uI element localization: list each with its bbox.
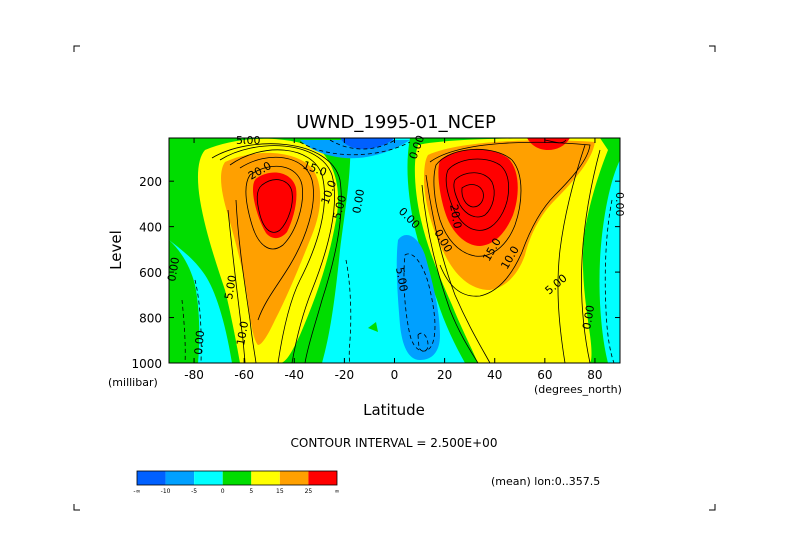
contour-label: 0.00	[613, 192, 626, 217]
x-tick-label: 60	[537, 368, 552, 382]
contour-label: 0.00	[192, 330, 207, 356]
x-tick-label: -80	[184, 368, 204, 382]
y-tick-label: 600	[139, 266, 162, 280]
contour-label: 5.00	[222, 274, 239, 300]
x-tick-label: 40	[487, 368, 502, 382]
contour-label: 20.0	[447, 203, 464, 229]
negative-contours	[181, 139, 615, 363]
legend-label: 15	[276, 488, 284, 495]
north-polar-cyan	[599, 160, 620, 363]
y-axis: 200 400 600 800 1000	[131, 175, 620, 371]
contour-label: 0.00	[580, 304, 597, 330]
x-tick-label: 0	[391, 368, 399, 382]
crop-marks	[73, 45, 716, 511]
contour-label: 5.00	[236, 134, 261, 147]
legend-label: 0	[221, 488, 225, 495]
x-units: (degrees_north)	[534, 383, 622, 396]
legend-label: 25	[305, 488, 313, 495]
legend-label: ∞	[335, 488, 340, 495]
y-units: (millibar)	[108, 376, 158, 389]
region-info: (mean) lon:0..357.5	[491, 475, 600, 488]
contour-field	[169, 138, 620, 363]
legend-swatch	[222, 471, 252, 485]
x-tick-label: -60	[234, 368, 254, 382]
color-legend: -∞ -10 -5 0 5 15 25 ∞	[133, 470, 340, 495]
x-axis-label: Latitude	[363, 401, 425, 419]
nh-red-core	[438, 149, 518, 246]
x-tick-label: 80	[587, 368, 602, 382]
nh-strat-core	[527, 138, 570, 150]
tropical-easterly-blue	[396, 235, 440, 360]
legend-label: -10	[161, 488, 171, 495]
contour-interval: CONTOUR INTERVAL = 2.500E+00	[291, 436, 498, 450]
x-axis: -80 -60 -40 -20 0 20 40 60 80	[184, 138, 603, 382]
contour-label: 10.0	[234, 320, 251, 346]
y-tick-label: 800	[139, 312, 162, 326]
y-axis-label: Level	[107, 230, 125, 270]
legend-swatch	[137, 471, 166, 485]
contour-label: 5.00	[330, 194, 349, 221]
contour-label: 0.00	[350, 188, 367, 214]
legend-swatch	[194, 471, 223, 485]
small-green-patch	[368, 322, 378, 332]
y-tick-label: 400	[139, 221, 162, 235]
legend-swatch	[165, 471, 195, 485]
contour-lines	[211, 139, 601, 363]
chart-title: UWND_1995-01_NCEP	[296, 112, 496, 133]
south-polar-green	[169, 240, 200, 363]
contour-label: 5.00	[393, 266, 410, 292]
x-tick-label: -40	[284, 368, 304, 382]
y-tick-label: 1000	[131, 357, 162, 371]
legend-label: -5	[191, 488, 197, 495]
contour-label: 0.00	[165, 256, 182, 282]
legend-swatch	[251, 471, 280, 485]
x-tick-label: 20	[437, 368, 452, 382]
legend-swatch	[279, 471, 309, 485]
legend-label: -∞	[133, 488, 140, 495]
upper-easterly-deep	[340, 138, 395, 150]
legend-swatch	[308, 471, 337, 485]
legend-frame	[136, 470, 338, 486]
x-tick-label: -20	[335, 368, 355, 382]
legend-label: 5	[249, 488, 253, 495]
y-tick-label: 200	[139, 175, 162, 189]
